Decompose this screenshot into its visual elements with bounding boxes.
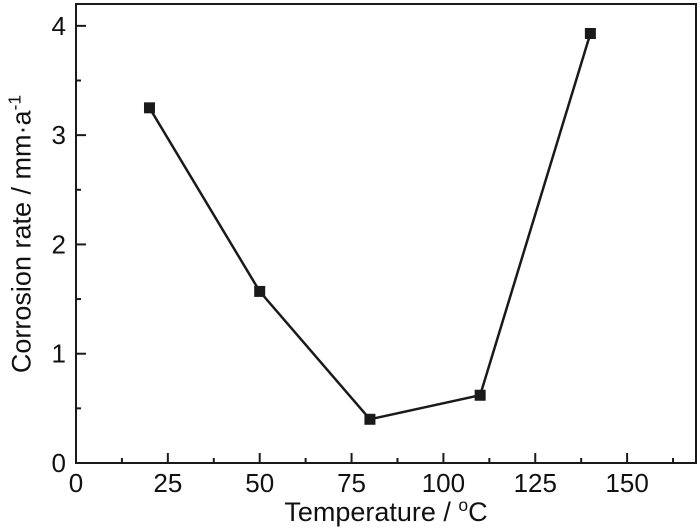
x-axis-label: Temperature / oC	[76, 496, 696, 527]
x-tick-label: 0	[69, 468, 83, 498]
data-line	[148, 33, 592, 421]
data-point-marker	[474, 389, 486, 401]
y-tick-label: 3	[52, 120, 66, 150]
x-tick-label: 150	[605, 468, 648, 498]
y-axis-label: Corrosion rate / mm·a-1	[5, 95, 37, 374]
y-axis-label-text: Corrosion rate / mm·a	[6, 110, 37, 374]
y-tick-label: 4	[52, 11, 66, 41]
x-tick-label: 125	[514, 468, 557, 498]
x-tick-label: 75	[337, 468, 366, 498]
y-tick-label: 1	[52, 339, 66, 369]
x-tick-label: 100	[422, 468, 465, 498]
y-tick-label: 0	[52, 448, 66, 478]
plot-frame	[75, 3, 697, 464]
x-tick-label: 25	[153, 468, 182, 498]
x-axis-unit: C	[468, 497, 488, 527]
x-axis-label-text: Temperature /	[284, 497, 459, 527]
x-tick-label: 50	[245, 468, 274, 498]
plot-area: 0 25 50 75 100 125 150 0 1 2 3 4	[52, 3, 697, 498]
data-point-marker	[254, 285, 266, 297]
degree-symbol: o	[458, 495, 469, 515]
data-point-marker	[364, 413, 376, 425]
data-point-marker	[143, 102, 155, 114]
exponent: -1	[4, 94, 25, 111]
data-point-marker	[584, 28, 596, 40]
y-tick-label: 2	[52, 229, 66, 259]
